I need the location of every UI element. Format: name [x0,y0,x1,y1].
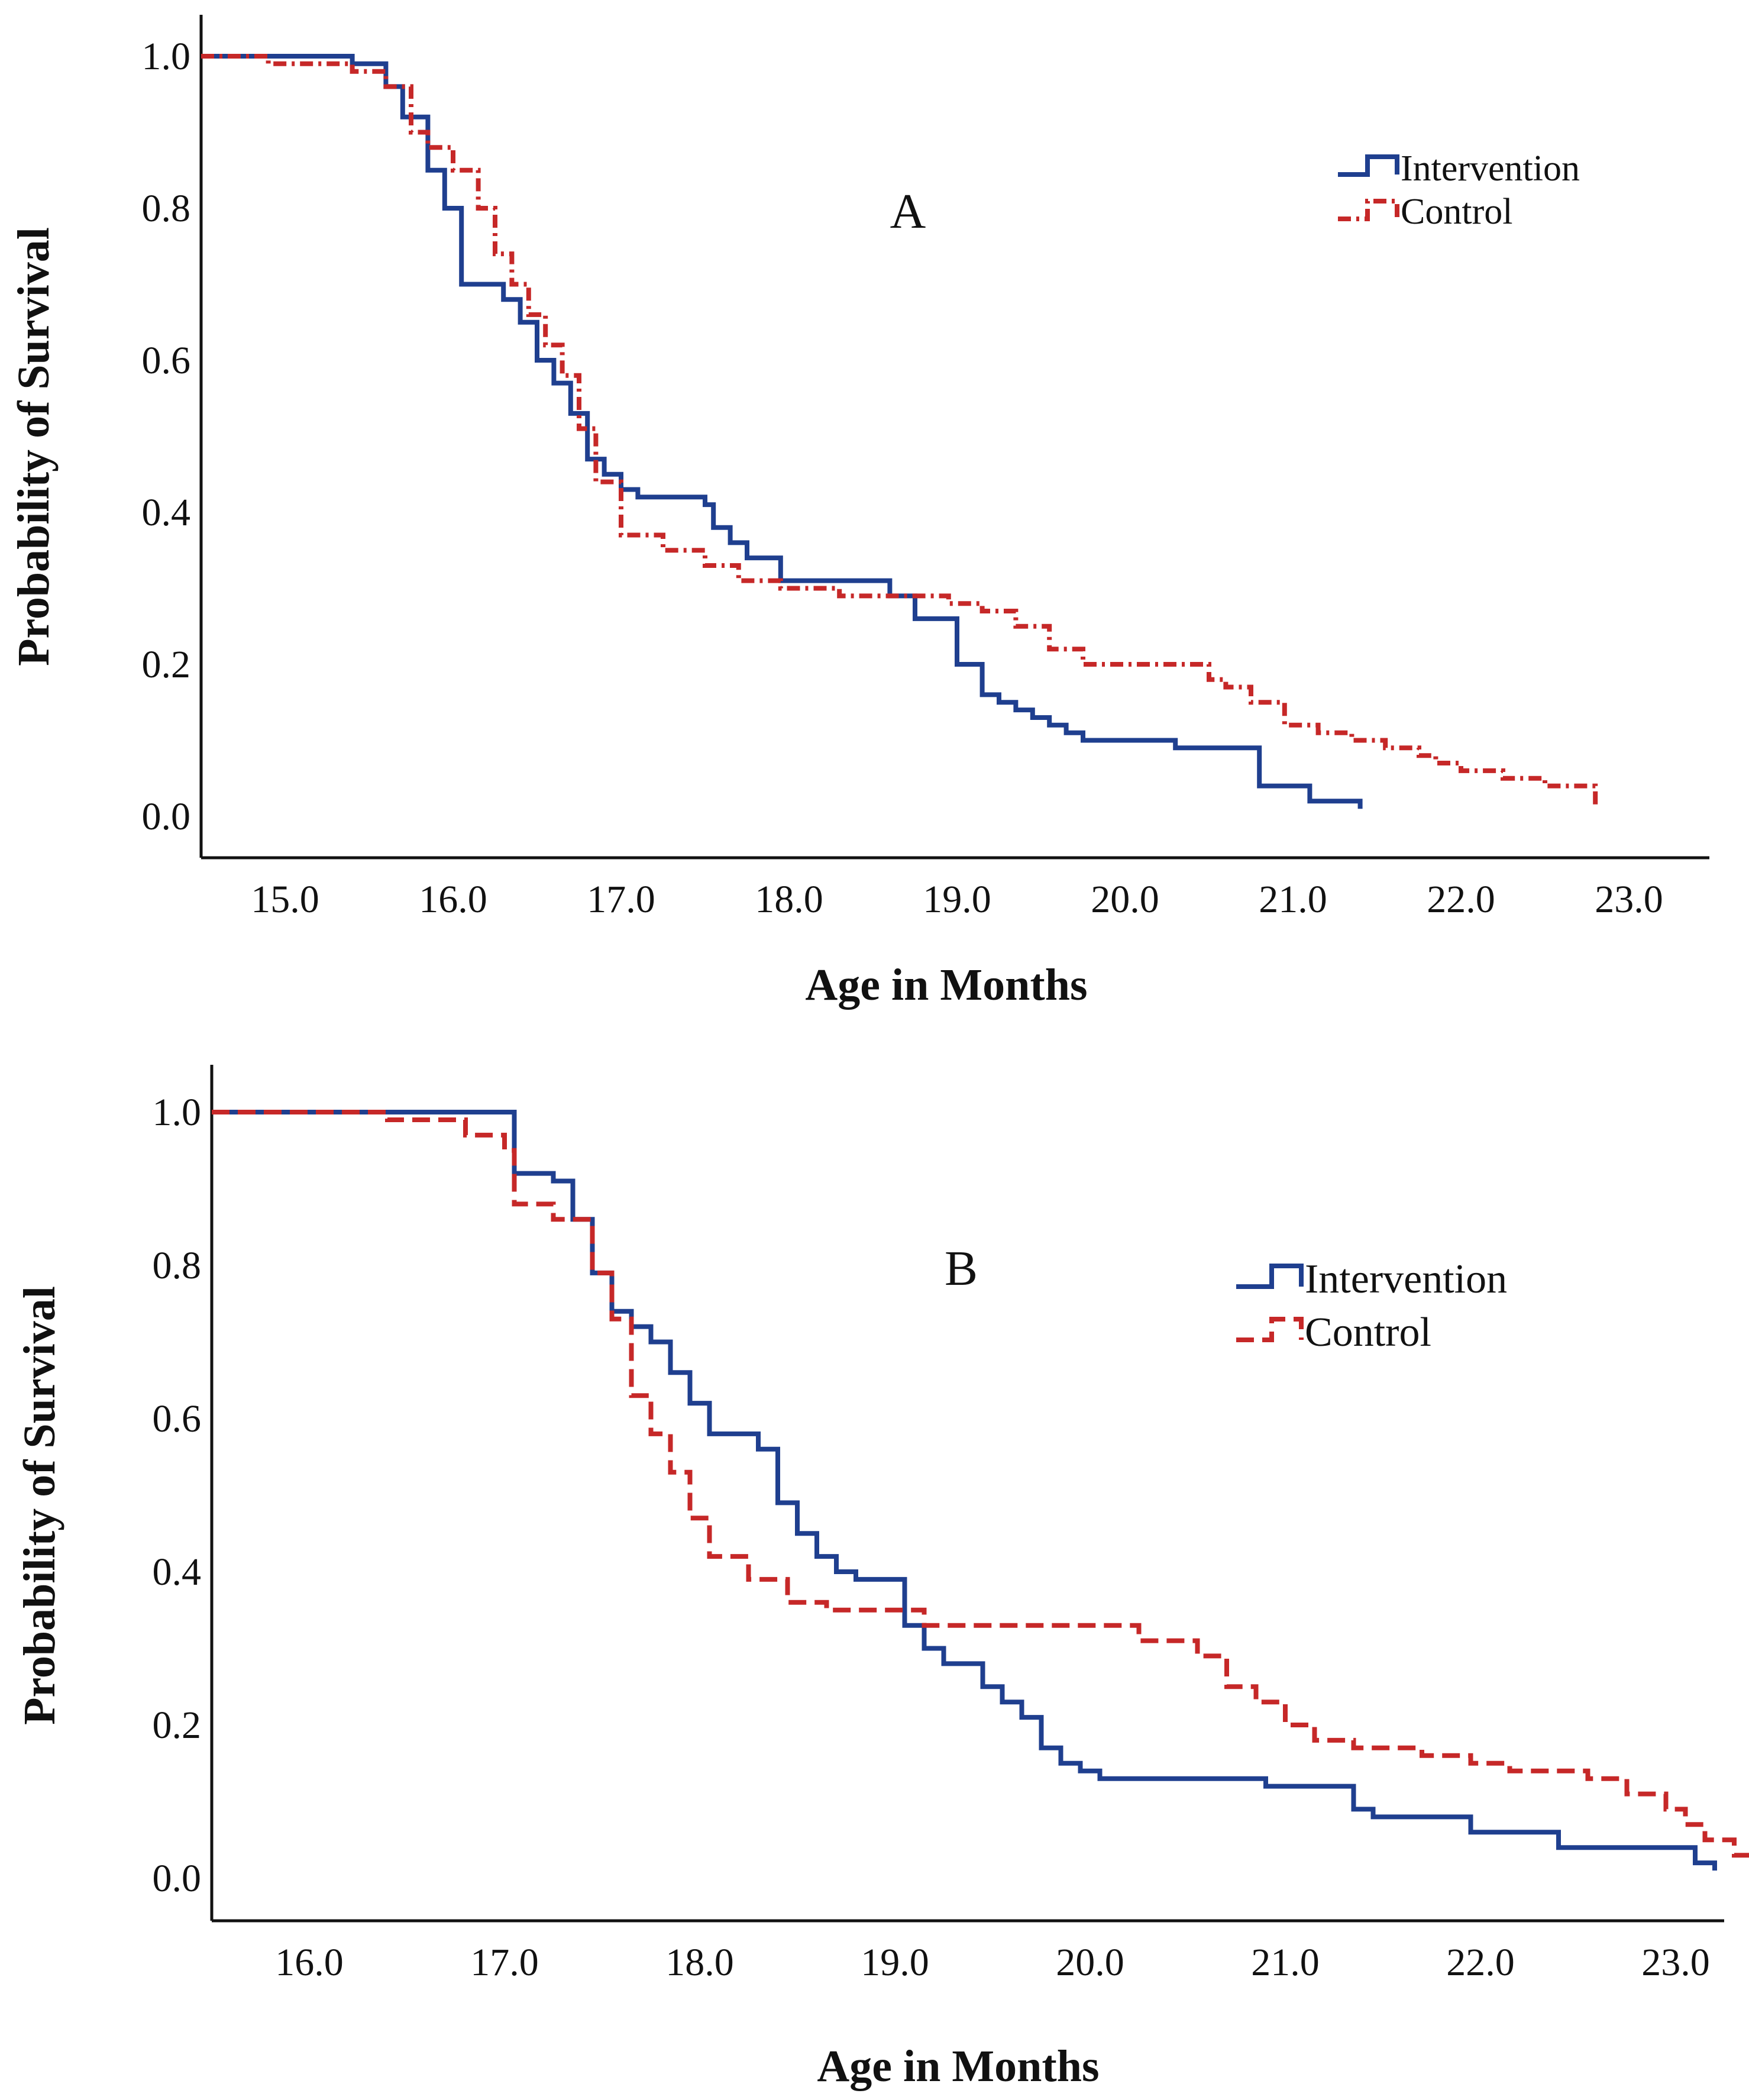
panel-a-x-axis-label: Age in Months [805,960,1087,1010]
panel-a-series-control-line [201,54,1598,809]
panel-a-series-intervention-line [201,54,1363,809]
panel-b-label: B [945,1241,978,1296]
panel-a-x-tick-label: 15.0 [251,878,319,921]
panel-b-x-axis-label: Age in Months [817,2041,1099,2091]
panel-b-legend-control-label: Control [1305,1310,1431,1355]
panel-b-y-tick-label: 1.0 [153,1091,202,1134]
panel-a-x-tick-label: 17.0 [587,878,655,921]
panel-b-series-control-line [212,1110,1749,1858]
panel-a-y-tick-label: 0.0 [142,795,191,838]
panel-a-legend-intervention-swatch [1338,154,1399,177]
panel-a-x-tick-label: 20.0 [1091,878,1159,921]
panel-b-chart: Probability of Survival Age in Months B … [15,1065,1749,2091]
panel-a-y-tick-label: 1.0 [142,35,191,78]
panel-b-y-tick-label: 0.4 [153,1550,202,1594]
panel-b-x-tick-label: 18.0 [665,1941,734,1984]
panel-a-x-tick-label: 22.0 [1427,878,1495,921]
panel-b-x-tick-label: 22.0 [1446,1941,1515,1984]
panel-b-y-axis-label: Probability of Survival [15,1286,64,1725]
panel-a-y-tick-label: 0.8 [142,187,191,230]
panel-a-y-tick-label: 0.6 [142,339,191,382]
panel-a-y-tick-label: 0.2 [142,643,191,686]
panel-a-x-tick-label: 19.0 [923,878,991,921]
panel-b-series-intervention-line [212,1110,1717,1871]
panel-b-x-tick-label: 21.0 [1251,1941,1320,1984]
panel-b-legend-control-swatch [1236,1317,1304,1342]
panel-a-chart: Probability of Survival Age in Months A … [9,15,1709,1010]
panel-a-legend-control-label: Control [1401,192,1512,232]
panel-b-y-tick-label: 0.2 [153,1704,202,1747]
panel-b-y-tick-label: 0.6 [153,1397,202,1440]
panel-a-legend-intervention-label: Intervention [1401,148,1580,189]
panel-a-legend: Intervention Control [1338,148,1580,232]
panel-b-legend-intervention-swatch [1236,1264,1304,1289]
panel-a-label: A [890,184,926,239]
panel-a-x-tick-label: 21.0 [1259,878,1327,921]
panel-a-legend-control-swatch [1338,199,1399,221]
panel-a-x-tick-label: 16.0 [419,878,487,921]
panel-a-y-axis-label: Probability of Survival [9,227,59,666]
panel-a-y-tick-label: 0.4 [142,491,191,534]
panel-b-legend: Intervention Control [1236,1256,1507,1355]
panel-a-x-tick-label: 18.0 [755,878,823,921]
panel-b-legend-intervention-label: Intervention [1305,1256,1507,1302]
panel-b-x-tick-label: 17.0 [470,1941,539,1984]
panel-b-x-tick-label: 19.0 [861,1941,929,1984]
panel-b-x-tick-label: 23.0 [1641,1941,1710,1984]
panel-b-y-tick-label: 0.0 [153,1857,202,1900]
panel-a-x-tick-label: 23.0 [1595,878,1663,921]
panel-b-x-tick-label: 16.0 [275,1941,344,1984]
panel-b-y-tick-label: 0.8 [153,1244,202,1287]
panel-b-x-tick-label: 20.0 [1056,1941,1124,1984]
